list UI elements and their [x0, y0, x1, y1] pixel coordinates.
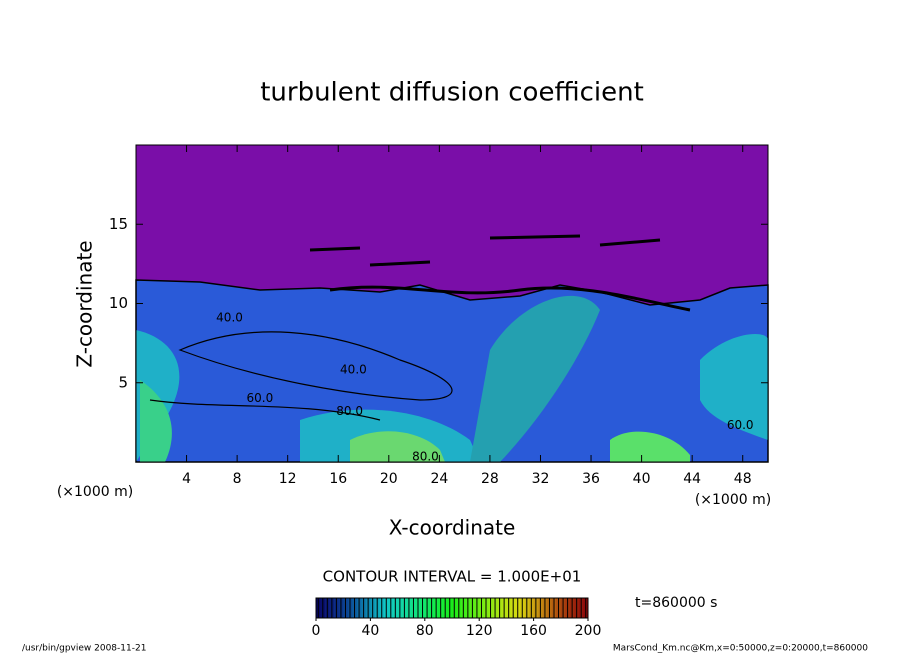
colorbar-tick-label: 40: [361, 623, 379, 639]
contour-interval: CONTOUR INTERVAL = 1.000E+01: [323, 568, 582, 586]
field-region: [700, 334, 768, 440]
colorbar-tick-label: 160: [520, 623, 547, 639]
colorbar-tick-label: 200: [575, 623, 602, 639]
x-tick-label: 8: [233, 471, 242, 487]
x-tick-label: 24: [430, 471, 448, 487]
contour-label: 60.0: [727, 418, 754, 432]
contour-line: [149, 399, 381, 421]
field-region: [610, 431, 690, 462]
x-tick-label: 20: [380, 471, 398, 487]
x-tick-label: 44: [683, 471, 701, 487]
time-label: t=860000 s: [635, 595, 717, 611]
field-region: [350, 431, 445, 462]
x-unit: (×1000 m): [57, 484, 133, 500]
x-tick-label: 32: [532, 471, 550, 487]
contour-line: [178, 331, 453, 401]
field-region: [470, 295, 600, 462]
x-axis-title: X-coordinate: [389, 516, 516, 540]
x-tick-label: 12: [279, 471, 297, 487]
x-tick-label: 48: [734, 471, 752, 487]
field-region: [140, 380, 172, 462]
field: [135, 144, 769, 463]
colorbar-tick-label: 120: [466, 623, 493, 639]
y-tick-label: 15: [109, 215, 128, 233]
x-tick-label: 40: [633, 471, 651, 487]
x-tick-label: 16: [329, 471, 347, 487]
contour-line: [329, 285, 691, 312]
y-axis-title: Z-coordinate: [73, 240, 97, 367]
contour-label: 40.0: [340, 363, 367, 377]
footer: /usr/bin/gpview 2008-11-21: [22, 644, 146, 654]
x-unit: (×1000 m): [695, 492, 771, 508]
colorbar-frame: [315, 597, 589, 619]
contour-label: 80.0: [336, 404, 363, 418]
contour-label: 80.0: [412, 450, 439, 464]
y-tick-label: 10: [109, 294, 128, 312]
colorbar-tick-label: 0: [312, 623, 321, 639]
chart-title: turbulent diffusion coefficient: [260, 78, 644, 108]
y-tick-label: 5: [118, 373, 128, 391]
x-tick-label: 28: [481, 471, 499, 487]
contour-line: [309, 234, 661, 267]
x-tick-label: 36: [582, 471, 600, 487]
contour-label: 40.0: [216, 310, 243, 324]
x-tick-label: 4: [182, 471, 191, 487]
contour-label: 60.0: [247, 391, 274, 405]
colorbar-tick-label: 80: [416, 623, 434, 639]
footer: MarsCond_Km.nc@Km,x=0:50000,z=0:20000,t=…: [613, 644, 868, 654]
